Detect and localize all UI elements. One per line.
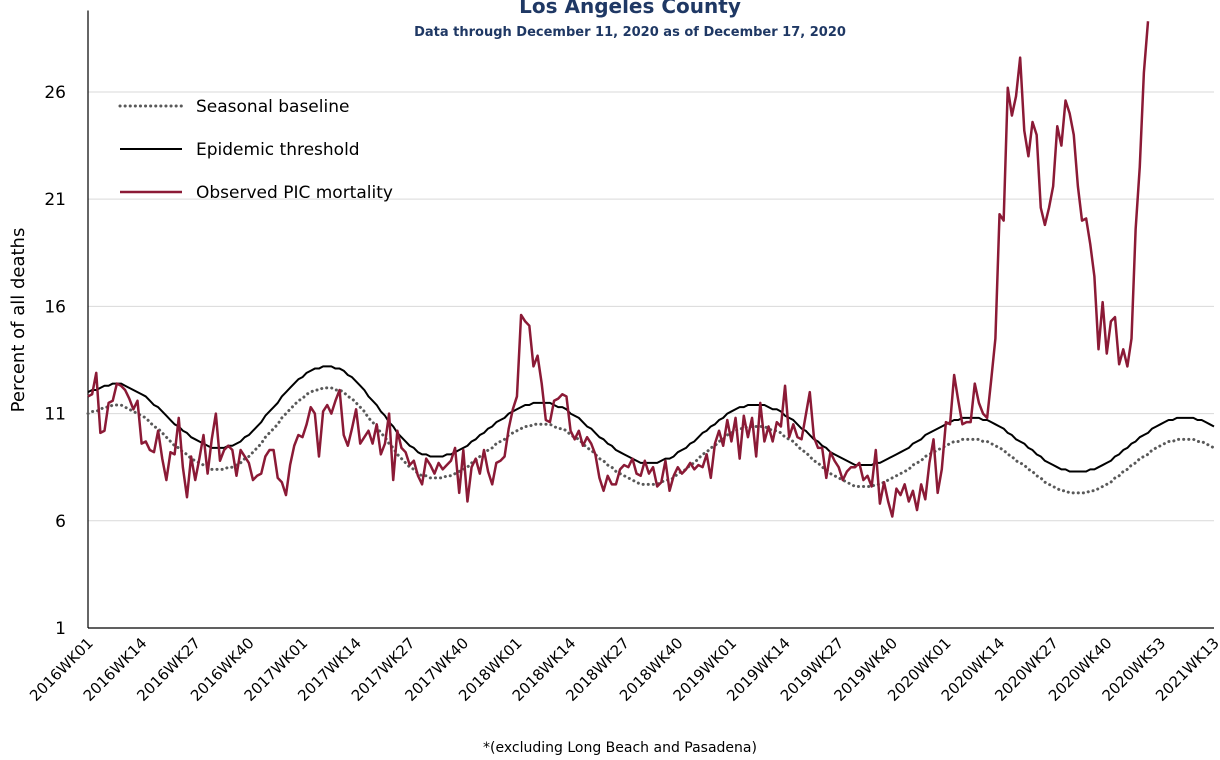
y-tick-label: 1 [55, 619, 66, 639]
y-axis-title: Percent of all deaths [8, 228, 29, 413]
series-line [87, 21, 1150, 518]
y-tick-label: 6 [55, 512, 66, 532]
y-tick-label: 16 [44, 297, 66, 317]
legend-label: Epidemic threshold [196, 140, 360, 160]
y-tick-label: 21 [44, 190, 66, 210]
y-tick-label: 26 [44, 83, 66, 103]
chart-title: Los Angeles County [519, 0, 741, 18]
footnote: *(excluding Long Beach and Pasadena) [483, 740, 757, 756]
legend-label: Observed PIC mortality [196, 183, 393, 203]
series-line [87, 365, 1215, 473]
y-tick-label: 11 [44, 405, 66, 425]
legend-label: Seasonal baseline [196, 97, 349, 117]
series-line [86, 386, 1216, 495]
chart-subtitle: Data through December 11, 2020 as of Dec… [414, 25, 846, 40]
